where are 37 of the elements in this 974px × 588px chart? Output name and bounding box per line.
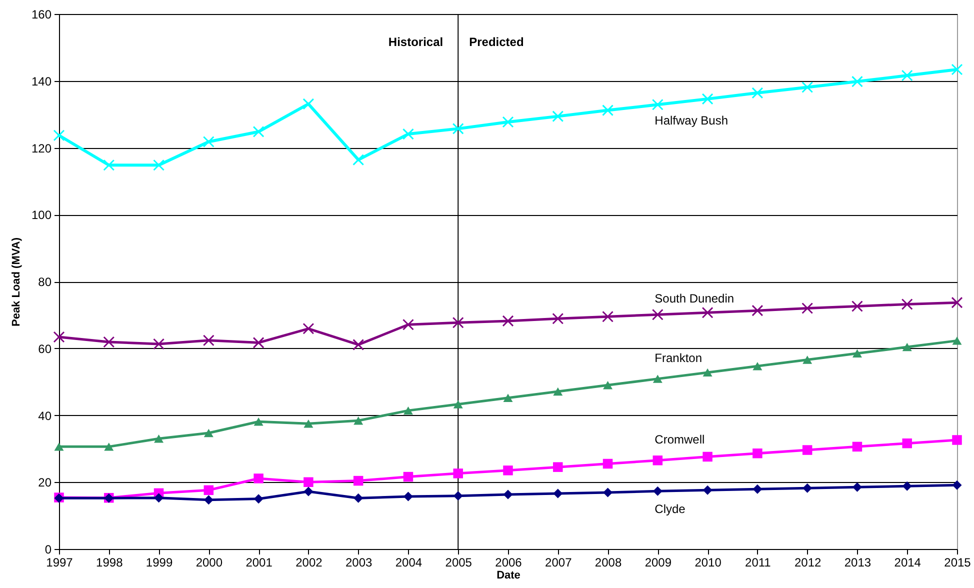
series-label: Frankton: [654, 350, 702, 365]
y-tick-label: 20: [38, 476, 52, 490]
x-tick-label: 2011: [745, 556, 772, 570]
series-label: South Dunedin: [654, 292, 734, 306]
annotation: Historical: [388, 35, 444, 49]
x-tick-label: 2000: [196, 556, 223, 570]
x-tick-label: 2008: [594, 556, 622, 570]
y-tick-label: 80: [38, 275, 52, 289]
x-tick-label: 2009: [644, 556, 672, 570]
x-tick-label: 2014: [894, 556, 922, 570]
y-tick-label: 160: [31, 8, 52, 22]
x-tick-label: 1998: [96, 556, 124, 570]
y-tick-label: 120: [31, 141, 52, 156]
x-tick-label: 2006: [495, 556, 522, 570]
series-label: Clyde: [654, 502, 686, 516]
y-tick-label: 60: [38, 342, 52, 356]
x-tick-label: 2012: [794, 556, 822, 570]
x-tick-label: 2015: [944, 556, 972, 570]
y-tick-label: 0: [44, 542, 52, 556]
x-tick-label: 2007: [545, 556, 572, 570]
x-tick-label: 2013: [844, 556, 872, 570]
y-tick-label: 100: [31, 208, 52, 222]
annotation: Predicted: [469, 35, 524, 49]
series-label: Cromwell: [654, 432, 705, 446]
series-label: Halfway Bush: [654, 114, 728, 128]
x-tick-label: 2010: [694, 556, 722, 570]
x-axis-title: Date: [496, 570, 520, 582]
y-tick-label: 140: [31, 74, 52, 88]
x-tick-label: 2002: [296, 556, 323, 570]
x-tick-label: 1999: [146, 556, 173, 570]
x-tick-label: 1997: [46, 556, 74, 570]
x-tick-label: 2001: [246, 556, 273, 570]
x-tick-label: 2003: [345, 556, 373, 570]
y-tick-label: 40: [38, 408, 52, 423]
x-tick-label: 2004: [395, 556, 422, 570]
y-axis-title: Peak Load (MVA): [10, 237, 22, 327]
x-tick-label: 2005: [445, 556, 472, 570]
